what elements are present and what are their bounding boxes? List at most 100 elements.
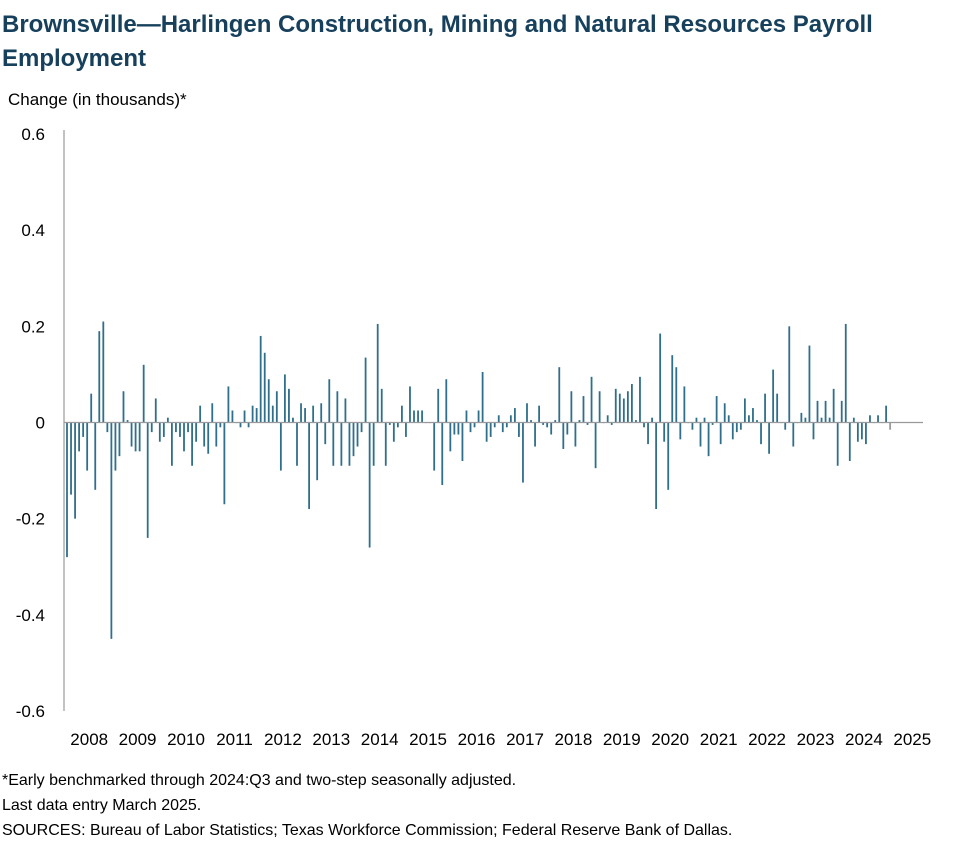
bar	[683, 386, 686, 423]
bar	[509, 415, 512, 423]
bar	[768, 422, 770, 454]
x-tick-label: 2016	[458, 730, 496, 749]
x-tick-label: 2014	[361, 730, 399, 749]
bar	[804, 417, 807, 423]
bar	[530, 420, 532, 423]
x-tick-label: 2010	[167, 730, 205, 749]
bar	[360, 422, 363, 433]
bar	[703, 417, 706, 423]
bar	[320, 403, 323, 423]
bar	[162, 422, 165, 437]
bar	[659, 333, 662, 423]
y-axis: 0.6 0.4 0.2 0 -0.2 -0.4 -0.6	[16, 125, 65, 721]
bar	[328, 379, 331, 423]
bar	[312, 405, 315, 423]
y-tick-label: 0.4	[21, 221, 45, 240]
bar	[441, 422, 444, 486]
bar	[86, 422, 89, 471]
bar	[663, 422, 666, 442]
bar	[828, 417, 831, 423]
bar	[102, 321, 105, 423]
x-axis: 2008 2009 2010 2011 2012 2013 2014 2015 2016 2017…	[70, 730, 931, 749]
bar	[396, 422, 399, 428]
bars	[66, 321, 892, 639]
footnote-sources: SOURCES: Bureau of Labor Statistics; Tex…	[2, 822, 733, 839]
bar	[614, 388, 617, 423]
bar	[146, 422, 149, 538]
bar	[756, 420, 758, 423]
bar	[130, 422, 133, 447]
bar	[247, 422, 250, 428]
bar	[465, 410, 468, 423]
bar	[699, 422, 702, 447]
bar	[856, 422, 859, 442]
bar	[259, 335, 262, 423]
bar	[417, 410, 419, 423]
bar	[667, 422, 670, 490]
bar	[336, 391, 339, 423]
x-tick-label: 2009	[119, 730, 157, 749]
bar	[231, 410, 234, 423]
bar	[812, 422, 815, 440]
bar	[158, 422, 161, 442]
chart-title: Brownsville—Harlingen Construction, Mini…	[2, 11, 873, 72]
x-tick-label: 2008	[70, 730, 108, 749]
bar	[518, 422, 520, 437]
bar	[445, 379, 448, 423]
bar	[820, 417, 823, 423]
bar	[493, 422, 496, 428]
x-tick-label: 2012	[264, 730, 302, 749]
bar	[74, 422, 76, 519]
bar	[885, 405, 888, 423]
bar	[449, 422, 452, 452]
bar	[522, 422, 524, 483]
bar	[534, 422, 536, 447]
bar	[187, 422, 189, 433]
bar	[263, 352, 266, 423]
bar	[715, 396, 718, 423]
bar	[401, 405, 403, 423]
bar	[372, 422, 375, 466]
y-tick-label: -0.6	[16, 702, 45, 721]
bar	[671, 355, 674, 423]
bar	[889, 422, 892, 430]
bar	[776, 393, 779, 423]
bar	[255, 408, 258, 423]
bar	[852, 417, 855, 423]
bar	[219, 422, 222, 428]
bar	[473, 422, 476, 428]
bar	[469, 422, 472, 433]
x-tick-label: 2011	[216, 730, 253, 749]
bar	[606, 415, 609, 423]
bar	[691, 422, 694, 430]
bar	[142, 364, 145, 423]
bar	[271, 405, 274, 423]
bar	[513, 408, 516, 423]
bar	[292, 417, 294, 423]
bar	[283, 374, 286, 423]
bar	[824, 400, 827, 423]
bar	[618, 393, 621, 423]
x-tick-label: 2017	[506, 730, 544, 749]
bar-chart: 0.60.40.20-0.2-0.4-0.6 2008 2009 2010 2011 2…	[16, 125, 932, 749]
bar	[808, 345, 811, 423]
bar	[485, 422, 488, 442]
bar	[267, 379, 270, 423]
bar	[764, 393, 766, 423]
bar	[526, 403, 528, 423]
bar	[586, 422, 589, 425]
bar	[98, 331, 101, 423]
bar	[150, 422, 153, 433]
bar	[582, 396, 585, 423]
bar	[94, 422, 97, 490]
bar	[877, 415, 879, 423]
bar	[110, 422, 113, 639]
bar	[316, 422, 319, 481]
bar	[433, 422, 436, 471]
y-tick-label: -0.2	[16, 510, 45, 529]
bar	[324, 422, 327, 445]
y-tick-label: 0	[36, 414, 45, 433]
footnote-last-entry: Last data entry March 2025.	[2, 797, 202, 814]
bar	[735, 422, 738, 433]
bar	[300, 403, 302, 423]
